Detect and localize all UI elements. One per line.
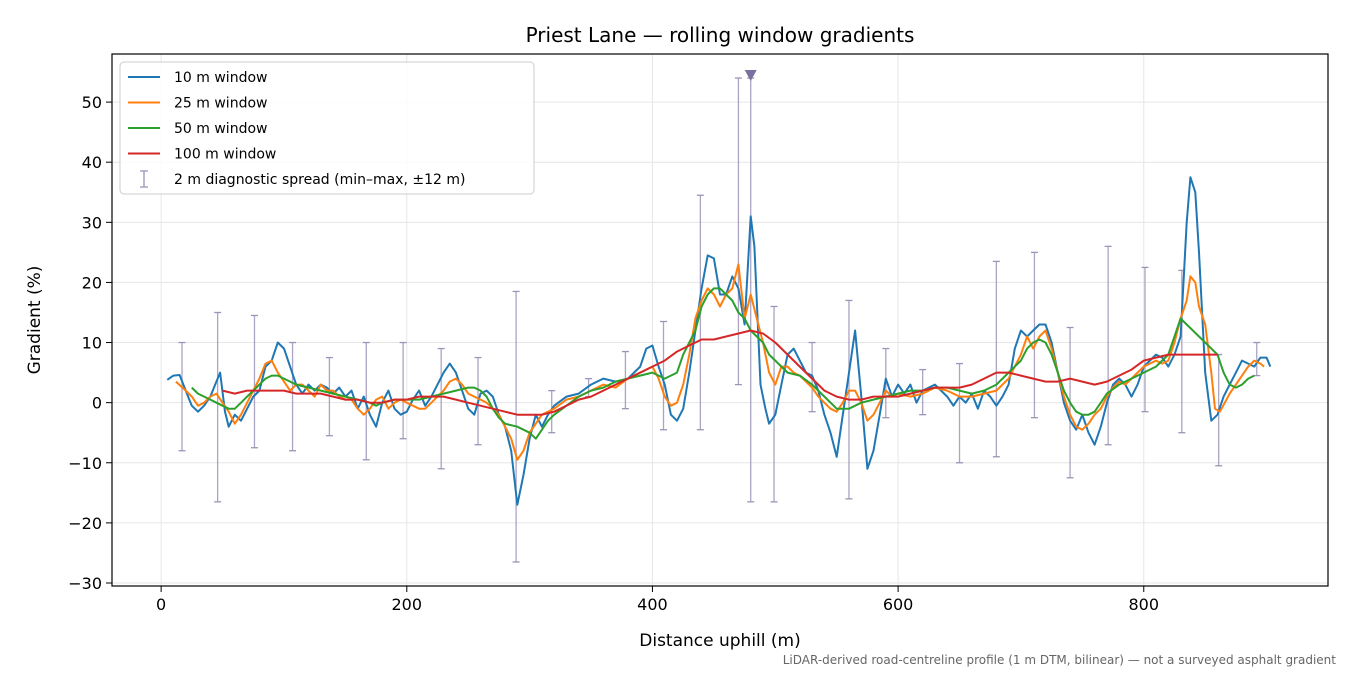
error-bar	[1141, 266, 1149, 413]
y-tick-label: −20	[68, 514, 102, 533]
legend-label: 100 m window	[174, 147, 276, 163]
error-bar	[250, 314, 258, 449]
series-line	[222, 329, 1218, 416]
x-axis-ticks: 0 200 400 600 800	[156, 586, 1159, 614]
x-tick-label: 800	[1128, 595, 1159, 614]
error-bar	[956, 362, 964, 464]
legend-entry: 2 m diagnostic spread (min–max, ±12 m)	[140, 170, 465, 188]
x-tick-label: 0	[156, 595, 166, 614]
x-axis-label: Distance uphill (m)	[639, 631, 800, 651]
footnote: LiDAR-derived road-centreline profile (1…	[783, 653, 1337, 667]
series-line	[166, 176, 1272, 506]
error-bar	[214, 311, 222, 503]
error-bar	[1253, 341, 1261, 377]
legend-label: 10 m window	[174, 70, 267, 86]
legend-box	[119, 61, 535, 195]
y-tick-label: −30	[68, 574, 102, 593]
legend-entry: 10 m window	[128, 70, 267, 86]
legend-entry: 100 m window	[128, 147, 276, 163]
peak-marker	[744, 70, 757, 82]
legend-label: 2 m diagnostic spread (min–max, ±12 m)	[174, 172, 465, 188]
legend-label: 25 m window	[174, 96, 267, 112]
chart-title: Priest Lane — rolling window gradients	[526, 23, 915, 47]
y-tick-label: 30	[82, 213, 102, 232]
y-tick-label: 40	[82, 153, 102, 172]
plot-frame	[111, 53, 1329, 587]
series-lines	[166, 176, 1272, 506]
y-axis-ticks: −30 −20 −10 0 10 20 30 40 50	[68, 93, 112, 593]
grid-lines	[112, 54, 1328, 586]
x-tick-label: 600	[883, 595, 914, 614]
y-tick-label: 20	[82, 273, 102, 292]
y-axis-label: Gradient (%)	[25, 266, 45, 375]
error-bar	[659, 320, 667, 431]
peak-marker-triangle	[744, 70, 757, 82]
error-bar	[992, 260, 1000, 458]
series-line	[191, 287, 1255, 440]
legend-entry: 50 m window	[128, 121, 267, 137]
error-bar	[1104, 245, 1112, 446]
legend-entry: 25 m window	[128, 96, 267, 112]
error-bar	[178, 341, 186, 452]
legend: 10 m window 25 m window 50 m window 100 m w…	[119, 61, 535, 195]
legend-label: 50 m window	[174, 121, 267, 137]
y-tick-label: 0	[92, 394, 102, 413]
error-bar	[289, 341, 297, 452]
error-bar	[1030, 251, 1038, 419]
y-tick-label: 10	[82, 334, 102, 353]
y-tick-label: 50	[82, 93, 102, 112]
x-tick-label: 200	[392, 595, 423, 614]
error-bar	[399, 341, 407, 440]
error-bar	[437, 347, 445, 470]
x-tick-label: 400	[637, 595, 668, 614]
error-bar	[770, 305, 778, 503]
y-tick-label: −10	[68, 454, 102, 473]
